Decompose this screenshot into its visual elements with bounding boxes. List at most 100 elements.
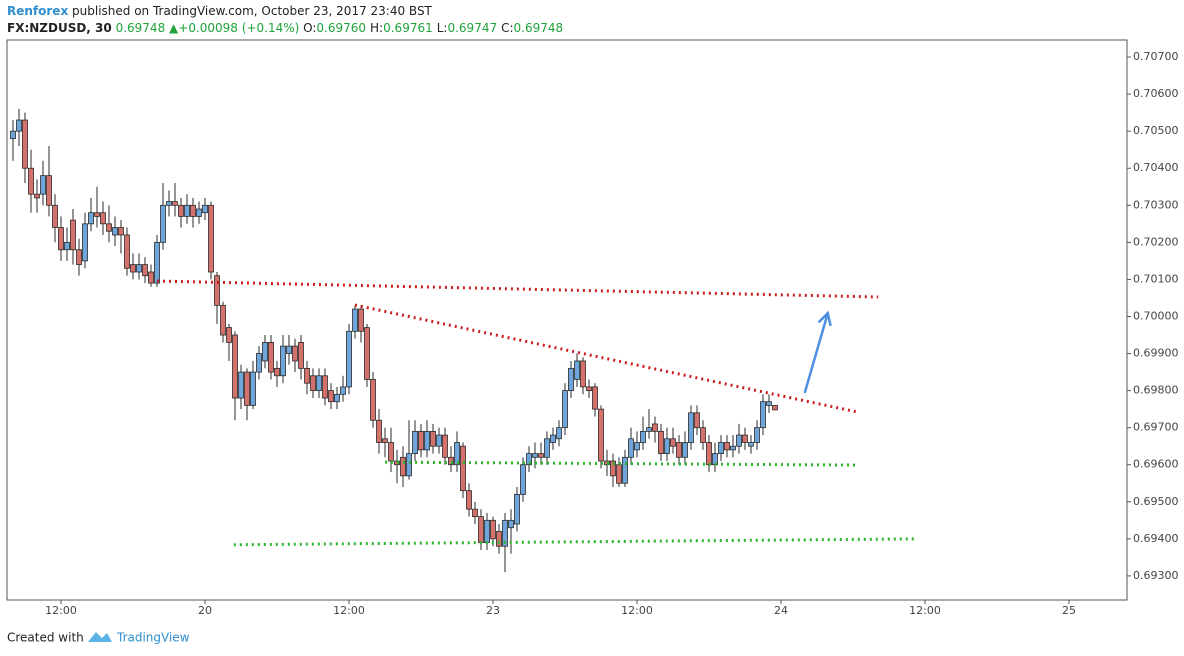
publish-line: Renforex published on TradingView.com, O… xyxy=(7,4,432,18)
candle-body xyxy=(652,423,658,432)
y-tick-label: 0.69500 xyxy=(1133,495,1179,508)
candle-body xyxy=(532,453,538,458)
trend-line xyxy=(233,537,918,547)
candle-body xyxy=(502,519,508,547)
candle-body xyxy=(664,438,670,455)
candle-body xyxy=(436,434,442,447)
candle-body xyxy=(496,531,502,547)
candle-body xyxy=(682,442,688,458)
candle-body xyxy=(358,308,364,332)
candle-body xyxy=(430,430,436,447)
y-tick-label: 0.69400 xyxy=(1133,532,1179,545)
y-tick-label: 0.69300 xyxy=(1133,569,1179,582)
candle-body xyxy=(724,442,730,451)
trend-line xyxy=(354,303,859,414)
candle-body xyxy=(556,427,562,440)
ohlc-label: O: xyxy=(303,21,317,35)
candle-body xyxy=(694,412,700,429)
candle-body xyxy=(658,430,664,455)
created-with: Created with xyxy=(7,631,84,645)
y-tick-label: 0.70400 xyxy=(1133,161,1179,174)
candle-body xyxy=(454,442,460,466)
candle-body xyxy=(586,386,592,392)
candle-body xyxy=(238,371,244,399)
candle-body xyxy=(640,430,646,443)
y-tick-label: 0.69900 xyxy=(1133,347,1179,360)
candle-body xyxy=(484,519,490,543)
ohlc-value: 0.69747 xyxy=(447,21,498,35)
candle-body xyxy=(400,456,406,477)
candle-body xyxy=(754,427,760,443)
candle-body xyxy=(100,212,106,225)
plot-layer xyxy=(10,108,778,573)
candle-body xyxy=(580,360,586,388)
candle-body xyxy=(64,241,70,251)
candle-body xyxy=(22,119,28,169)
candle-body xyxy=(388,442,394,462)
quote-line: FX:NZDUSD, 30 0.69748 ▲+0.00098 (+0.14%)… xyxy=(7,21,563,35)
candle-body xyxy=(274,367,280,377)
candle-body xyxy=(382,438,388,443)
candle-body xyxy=(574,360,580,380)
candle-body xyxy=(280,345,286,377)
candle-body xyxy=(706,442,712,466)
y-tick-label: 0.69800 xyxy=(1133,384,1179,397)
x-tick-label: 25 xyxy=(1062,604,1076,617)
candle-body xyxy=(538,453,544,458)
publisher: Renforex xyxy=(7,4,69,18)
ohlc-value: 0.69748 xyxy=(513,21,564,35)
candle-body xyxy=(742,434,748,443)
candle-body xyxy=(10,130,16,139)
y-tick-label: 0.70600 xyxy=(1133,87,1179,100)
candle-body xyxy=(478,516,484,543)
ohlc-label: L: xyxy=(436,21,448,35)
brand: TradingView xyxy=(116,631,190,645)
candle-body xyxy=(514,493,520,525)
candle-body xyxy=(334,393,340,403)
x-tick-label: 20 xyxy=(198,604,212,617)
candle-body xyxy=(88,212,94,225)
candle-body xyxy=(562,390,568,429)
candle-body xyxy=(526,453,532,466)
candle-body xyxy=(34,193,40,199)
candle-body xyxy=(304,367,310,384)
candle-body xyxy=(118,227,124,236)
candle-body xyxy=(262,342,268,362)
candle-body xyxy=(466,490,472,510)
candle-body xyxy=(40,175,46,195)
candle-body xyxy=(322,375,328,399)
candle-body xyxy=(244,371,250,406)
last-price: 0.69748 xyxy=(115,21,166,35)
candle-body xyxy=(256,353,262,373)
candle-body xyxy=(346,330,352,388)
x-tick-label: 12:00 xyxy=(45,604,77,617)
published: published on TradingView.com, October 23… xyxy=(72,4,432,18)
candle-body xyxy=(52,204,58,228)
candle-body xyxy=(112,227,118,236)
candle-body xyxy=(46,175,52,206)
candle-body xyxy=(622,456,628,484)
candle-body xyxy=(268,342,274,373)
candle-body xyxy=(550,434,556,443)
y-tick-label: 0.69600 xyxy=(1133,458,1179,471)
y-tick-label: 0.70200 xyxy=(1133,235,1179,248)
candle-body xyxy=(220,304,226,336)
x-tick-label: 12:00 xyxy=(333,604,365,617)
candle-body xyxy=(340,386,346,395)
plot-frame xyxy=(6,39,1128,601)
candle-body xyxy=(634,442,640,451)
candle-body xyxy=(412,430,418,455)
candle-body xyxy=(610,460,616,477)
candle-body xyxy=(628,438,634,458)
arrow-shaft xyxy=(803,311,830,394)
ohlc-value: 0.69760 xyxy=(316,21,367,35)
candle-body xyxy=(460,445,466,492)
candle-body xyxy=(418,430,424,451)
candle-body xyxy=(226,327,232,343)
candle-body xyxy=(106,223,112,232)
candle-body xyxy=(508,519,514,529)
candle-body xyxy=(670,438,676,447)
candle-body xyxy=(328,390,334,403)
candle-body xyxy=(598,408,604,462)
